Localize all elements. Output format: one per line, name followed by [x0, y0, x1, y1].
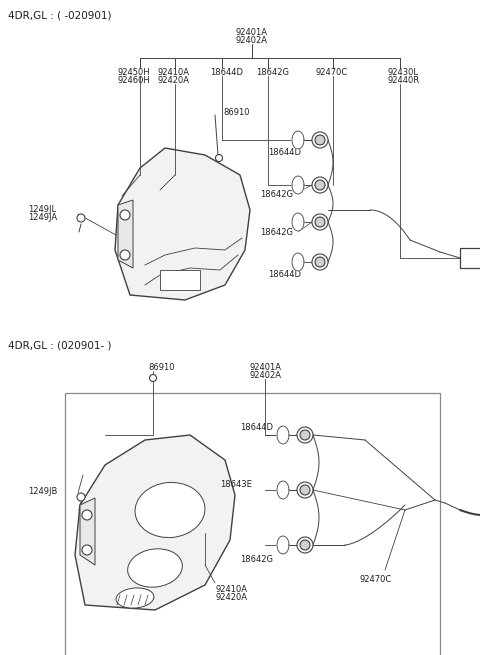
Text: 92410A: 92410A [158, 68, 190, 77]
Text: 92402A: 92402A [236, 36, 268, 45]
Circle shape [82, 510, 92, 520]
Polygon shape [292, 213, 304, 231]
Circle shape [82, 545, 92, 555]
Circle shape [312, 132, 328, 148]
Text: 1249JA: 1249JA [28, 213, 57, 222]
Text: 92470C: 92470C [360, 575, 392, 584]
Text: 92402A: 92402A [249, 371, 281, 380]
Text: 18644D: 18644D [268, 270, 301, 279]
Circle shape [149, 375, 156, 381]
Text: 18644D: 18644D [210, 68, 243, 77]
Text: 1249JB: 1249JB [28, 487, 58, 496]
Polygon shape [118, 200, 133, 268]
Circle shape [77, 493, 85, 501]
Text: 92450H: 92450H [118, 68, 151, 77]
Text: 18642G: 18642G [256, 68, 289, 77]
Circle shape [297, 537, 313, 553]
Text: 92420A: 92420A [215, 593, 247, 602]
Bar [460, 248, 480, 268]
Text: 1249JL: 1249JL [28, 205, 56, 214]
Polygon shape [277, 536, 289, 554]
Text: 18643E: 18643E [220, 480, 252, 489]
Text: 92401A: 92401A [236, 28, 268, 37]
Circle shape [300, 540, 310, 550]
Circle shape [297, 427, 313, 443]
Polygon shape [80, 498, 95, 565]
Ellipse shape [135, 483, 205, 538]
Circle shape [216, 155, 223, 162]
Circle shape [77, 214, 85, 222]
Text: 86910: 86910 [148, 363, 175, 372]
Polygon shape [277, 481, 289, 499]
Text: 18642G: 18642G [260, 190, 293, 199]
Text: 92440R: 92440R [388, 76, 420, 85]
Text: 92410A: 92410A [215, 585, 247, 594]
Bar [160, 270, 200, 290]
Circle shape [312, 254, 328, 270]
Text: 4DR,GL : (020901- ): 4DR,GL : (020901- ) [8, 340, 111, 350]
Circle shape [120, 250, 130, 260]
Circle shape [120, 210, 130, 220]
Polygon shape [75, 435, 235, 610]
Polygon shape [292, 176, 304, 194]
Text: 86910: 86910 [223, 108, 250, 117]
Circle shape [315, 257, 325, 267]
Text: 92430L: 92430L [388, 68, 419, 77]
Circle shape [300, 430, 310, 440]
Text: 92420A: 92420A [158, 76, 190, 85]
Polygon shape [292, 253, 304, 271]
Circle shape [300, 485, 310, 495]
Text: 92401A: 92401A [249, 363, 281, 372]
Text: 18644D: 18644D [240, 423, 273, 432]
Text: 18642G: 18642G [240, 555, 273, 564]
Text: 92470C: 92470C [316, 68, 348, 77]
Polygon shape [277, 426, 289, 444]
Circle shape [312, 177, 328, 193]
Circle shape [315, 217, 325, 227]
Text: 4DR,GL : ( -020901): 4DR,GL : ( -020901) [8, 10, 111, 20]
Circle shape [315, 180, 325, 190]
Polygon shape [115, 148, 250, 300]
Circle shape [297, 482, 313, 498]
Polygon shape [292, 131, 304, 149]
Bar [65, 393, 440, 655]
Text: 18644D: 18644D [268, 148, 301, 157]
Text: 92460H: 92460H [118, 76, 151, 85]
Ellipse shape [128, 549, 182, 587]
Ellipse shape [116, 588, 154, 608]
Text: 18642G: 18642G [260, 228, 293, 237]
Circle shape [315, 135, 325, 145]
Circle shape [312, 214, 328, 230]
